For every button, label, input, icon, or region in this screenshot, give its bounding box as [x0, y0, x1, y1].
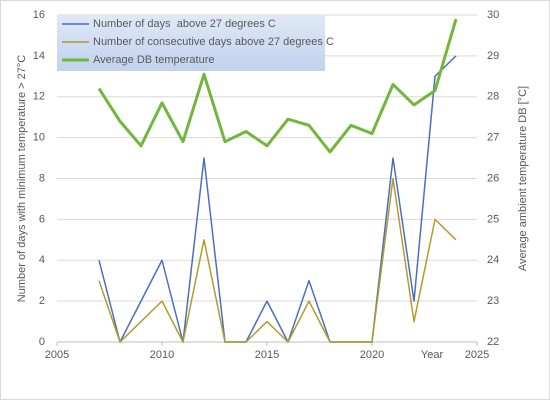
y2-tick-label: 30	[487, 9, 499, 21]
y2-tick-label: 27	[487, 132, 499, 144]
y-axis-title: Number of days with minimum temperature …	[16, 55, 28, 302]
series-line	[97, 18, 458, 154]
x-tick-label: 2020	[360, 349, 384, 361]
y-tick-label: 14	[33, 50, 45, 62]
y2-tick-label: 24	[487, 254, 499, 266]
y-tick-label: 10	[33, 132, 45, 144]
legend-label: Number of consecutive days above 27 degr…	[93, 36, 334, 48]
y-tick-label: 8	[39, 172, 45, 184]
y-tick-label: 6	[39, 213, 45, 225]
x-axis-title: Year	[421, 349, 444, 361]
legend-label: Average DB temperature	[93, 54, 214, 66]
y-tick-label: 2	[39, 295, 45, 307]
y-tick-label: 16	[33, 9, 45, 21]
y2-tick-label: 23	[487, 295, 499, 307]
y2-tick-label: 26	[487, 172, 499, 184]
y-tick-label: 0	[39, 336, 45, 348]
legend-box	[57, 15, 325, 71]
legend-label: Number of days above 27 degrees C	[93, 18, 276, 30]
y2-tick-label: 25	[487, 213, 499, 225]
x-tick-label: 2010	[150, 349, 174, 361]
y2-axis-title: Average ambient temperature DB [°C]	[517, 86, 529, 271]
y2-tick-label: 22	[487, 336, 499, 348]
y-tick-label: 4	[39, 254, 45, 266]
y-tick-label: 12	[33, 91, 45, 103]
x-tick-label: 2005	[45, 349, 69, 361]
y2-tick-label: 28	[487, 91, 499, 103]
y2-tick-label: 29	[487, 50, 499, 62]
series-line	[98, 177, 457, 343]
x-tick-label: 2025	[465, 349, 489, 361]
x-tick-label: 2015	[255, 349, 279, 361]
series-line	[98, 55, 457, 343]
